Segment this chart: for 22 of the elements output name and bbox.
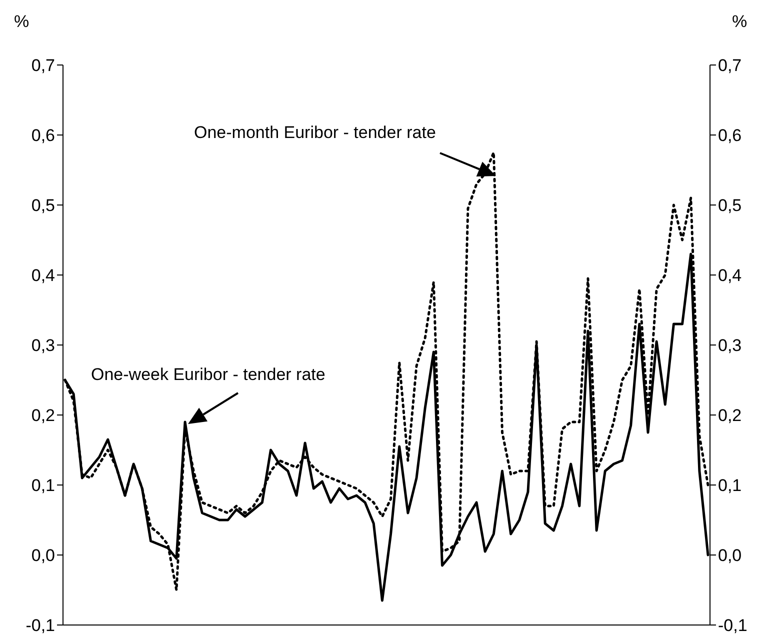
y2-tick-label: 0,5 [718, 196, 742, 216]
y2-tick-label: 0,0 [718, 546, 742, 566]
y2-tick-label: 0,1 [718, 476, 742, 496]
y-tick-label: 0,1 [31, 476, 55, 496]
y-tick-label: 0,3 [31, 336, 55, 356]
y2-tick-label: 0,7 [718, 56, 742, 76]
y2-tick-label: -0,1 [718, 616, 748, 636]
y-tick-label: 0,7 [31, 56, 55, 76]
y2-axis-title: % [732, 12, 748, 32]
annotation: One-month Euribor - tender rate [194, 123, 436, 142]
y-tick-label: 0,6 [31, 126, 55, 146]
y-tick-label: 0,4 [31, 266, 55, 286]
y2-tick-label: 0,2 [718, 406, 742, 426]
y-tick-label: 0,2 [31, 406, 55, 426]
y-tick-label: -0,1 [26, 616, 55, 636]
y-tick-label: 0,5 [31, 196, 55, 216]
y-tick-label: 0,0 [31, 546, 55, 566]
y2-tick-label: 0,4 [718, 266, 742, 286]
y2-tick-label: 0,6 [718, 126, 742, 146]
annotation: One-week Euribor - tender rate [91, 365, 326, 384]
y-axis-title: % [14, 12, 30, 32]
y2-tick-label: 0,3 [718, 336, 742, 356]
